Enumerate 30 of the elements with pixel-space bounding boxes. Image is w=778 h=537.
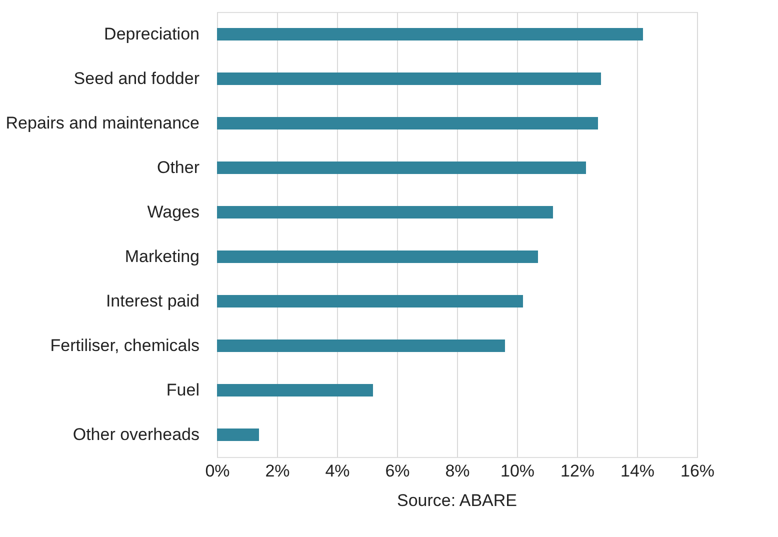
y-tick-label: Depreciation xyxy=(104,24,200,44)
y-tick-label: Marketing xyxy=(124,246,200,266)
x-tick-label: 0% xyxy=(205,462,230,480)
bar xyxy=(217,72,601,85)
bar xyxy=(217,28,643,40)
y-tick-label: Other xyxy=(156,158,200,177)
x-tick-label: 16% xyxy=(680,462,715,480)
bar xyxy=(217,206,553,218)
bar xyxy=(217,117,598,130)
x-tick-label: 10% xyxy=(500,462,535,480)
bar xyxy=(217,340,505,352)
y-tick-label: Repairs and maintenance xyxy=(6,113,200,132)
y-tick-label: Seed and fodder xyxy=(74,68,200,88)
bar xyxy=(217,384,373,396)
y-tick-label: Fuel xyxy=(166,380,200,400)
x-tick-label: 2% xyxy=(265,462,290,480)
source-note: Source: ABARE xyxy=(396,491,518,510)
x-tick-label: 12% xyxy=(560,462,595,480)
bar xyxy=(217,295,523,308)
x-tick-label: 4% xyxy=(325,462,350,480)
y-tick-label: Wages xyxy=(147,202,200,222)
x-tick-label: 8% xyxy=(445,462,470,480)
y-tick-label: Other overheads xyxy=(72,424,200,444)
bar xyxy=(217,162,586,174)
bar xyxy=(217,428,259,441)
x-tick-label: 14% xyxy=(620,462,655,480)
y-tick-label: Fertiliser, chemicals xyxy=(50,336,200,355)
x-tick-label: 6% xyxy=(385,462,410,480)
bar xyxy=(217,250,538,263)
y-tick-label: Interest paid xyxy=(106,291,200,310)
